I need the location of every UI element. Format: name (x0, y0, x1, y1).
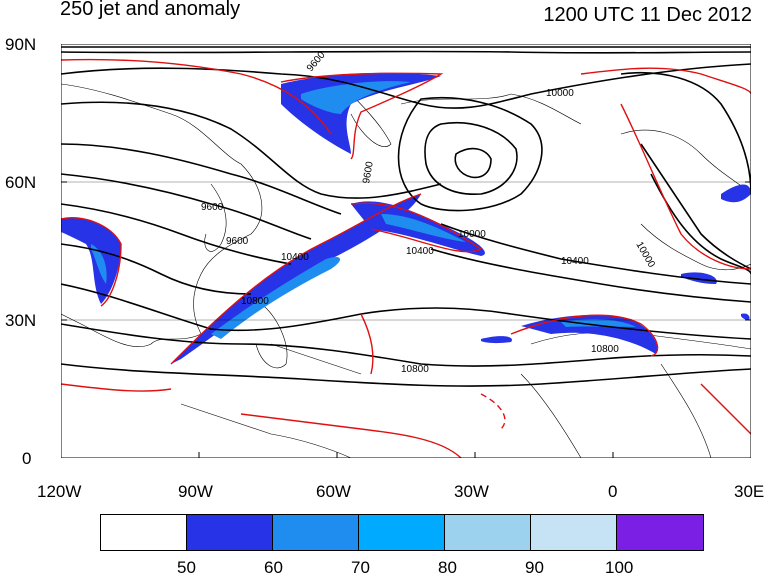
colorbar-tick: 100 (605, 558, 634, 577)
lon-label-120w: 120W (37, 482, 82, 501)
contour-label: 10000 (458, 229, 486, 240)
coastlines (61, 83, 751, 458)
lon-label-90w: 90W (178, 482, 213, 501)
contour-label: 9600 (305, 49, 328, 73)
colorbar (100, 514, 704, 551)
contour-label: 9600 (226, 236, 249, 247)
lat-label-0: 0 (22, 449, 32, 468)
lon-label-60w: 60W (316, 482, 351, 501)
contour-label: 10800 (241, 296, 269, 307)
colorbar-tick: 70 (351, 558, 370, 577)
colorbar-box (531, 515, 617, 550)
colorbar-tick: 80 (438, 558, 457, 577)
height-contours (61, 46, 751, 387)
gridlines (61, 181, 751, 321)
colorbar-tick: 60 (264, 558, 283, 577)
lat-label-60n: 60N (5, 173, 37, 192)
contour-label: 10000 (633, 240, 657, 270)
colorbar-box (359, 515, 445, 550)
map-title: 250 jet and anomaly (60, 0, 241, 20)
colorbar-box (187, 515, 273, 550)
colorbar-tick: 90 (525, 558, 544, 577)
map-svg: 9600 10000 9600 10400 10000 10400 10400 … (60, 43, 752, 459)
colorbar-box (273, 515, 359, 550)
contour-label: 10400 (561, 256, 589, 267)
lon-label-0: 0 (608, 482, 618, 501)
lat-label-90n: 90N (5, 35, 37, 54)
map-panel: 9600 10000 9600 10400 10000 10400 10400 … (60, 43, 752, 459)
contour-label: 10400 (406, 246, 434, 257)
lon-label-30e: 30E (734, 482, 765, 501)
lat-label-30n: 30N (5, 311, 37, 330)
jet-shading (61, 72, 751, 364)
colorbar-box (101, 515, 187, 550)
colorbar-box (445, 515, 531, 550)
contour-label: 10800 (591, 344, 619, 355)
valid-time: 1200 UTC 11 Dec 2012 (543, 4, 752, 26)
contour-label: 9600 (201, 202, 224, 213)
colorbar-box (617, 515, 703, 550)
anomaly-contours (61, 58, 751, 458)
contour-label: 9600 (361, 160, 376, 184)
contour-label: 10000 (546, 88, 574, 99)
lon-label-30w: 30W (454, 482, 489, 501)
colorbar-tick: 50 (177, 558, 196, 577)
contour-label: 10800 (401, 364, 429, 375)
contour-label: 10400 (281, 252, 309, 263)
